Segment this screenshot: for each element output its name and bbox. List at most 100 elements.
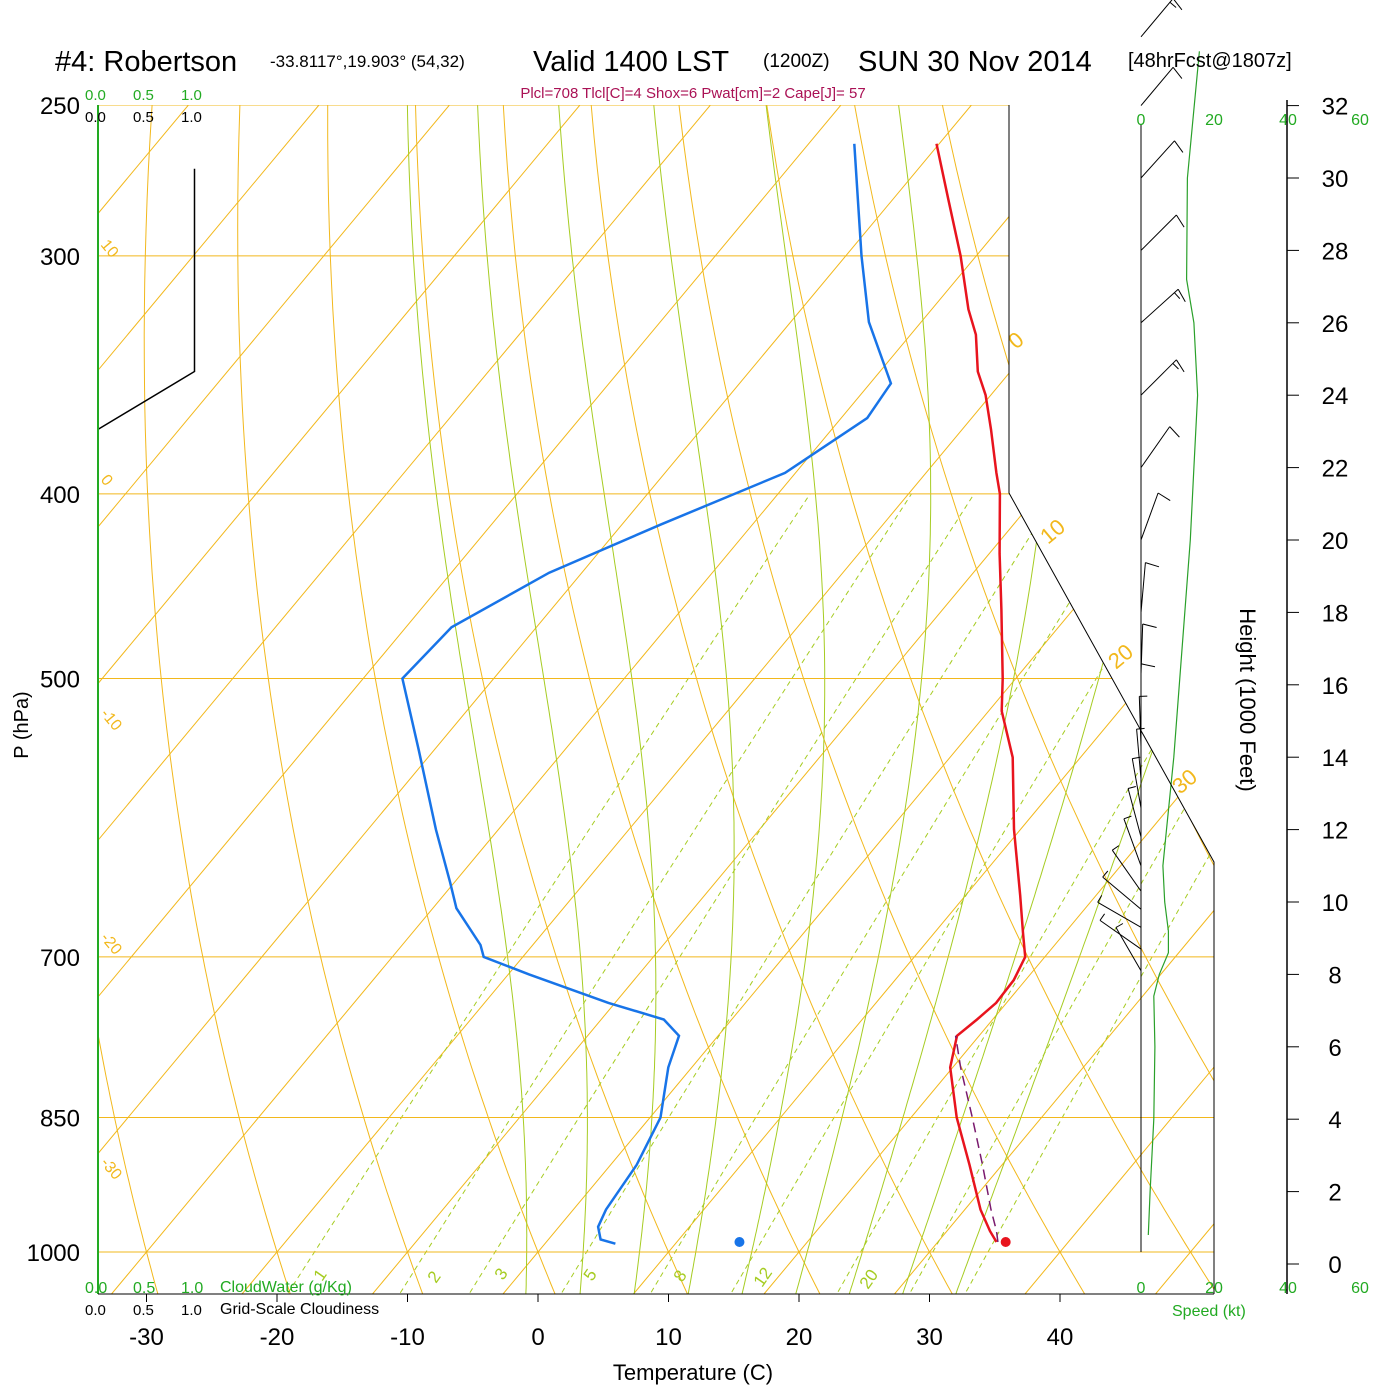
wind-barb xyxy=(1099,919,1142,950)
temperature-tick-label: -30 xyxy=(129,1324,164,1351)
valid-time: Valid 1400 LST xyxy=(533,46,729,78)
dry-adiabat-line xyxy=(1195,105,1214,1294)
wind-barb-half-flag xyxy=(1172,363,1179,370)
cloudiness-scale-bottom-2: 1.0 xyxy=(181,1302,202,1319)
moist-adiabat-line xyxy=(477,105,588,1294)
height-tick-label: 14 xyxy=(1322,745,1349,772)
right-border xyxy=(1008,105,1215,1294)
height-tick-label: 20 xyxy=(1322,528,1349,555)
y-axis-label: P (hPa) xyxy=(11,691,33,758)
wind-barb xyxy=(1140,66,1174,106)
mixing-ratio-line xyxy=(263,493,811,1294)
isotherm-line xyxy=(98,105,842,1294)
cloud-scale-top-1: 0.5 xyxy=(133,87,154,104)
pressure-tick-label: 850 xyxy=(40,1106,80,1133)
pressure-tick-label: 300 xyxy=(40,244,80,271)
temperature-tick-label: 40 xyxy=(1047,1324,1074,1351)
mixing-ratio-line xyxy=(708,493,1209,1294)
temperature-tick-label: 0 xyxy=(531,1324,544,1351)
cloudiness-label: Grid-Scale Cloudiness xyxy=(220,1301,379,1318)
dry-adiabat-line xyxy=(414,105,706,1294)
moist-adiabat-line xyxy=(785,105,932,1294)
speed-axis-label: Speed (kt) xyxy=(1172,1303,1246,1320)
pressure-tick-label: 250 xyxy=(40,93,80,120)
pressure-tick-label: 700 xyxy=(40,945,80,972)
wind-barb xyxy=(1140,140,1175,179)
isotherm-label: -30 xyxy=(97,1155,125,1184)
wind-barb-half-flag xyxy=(1099,913,1106,921)
height-tick-label: 26 xyxy=(1322,311,1349,338)
isotherm-line xyxy=(763,105,1214,1294)
station-coords: -33.8117°,19.903° (54,32) xyxy=(270,52,465,71)
mixing-ratio-line xyxy=(888,493,1214,1294)
moist-adiabat-line xyxy=(558,105,657,1294)
wind-barb xyxy=(1123,818,1142,866)
dry-adiabat-line xyxy=(587,105,974,1294)
wind-barb-half-flag xyxy=(1097,895,1103,903)
height-tick-label: 10 xyxy=(1322,890,1349,917)
x-axis-label: Temperature (C) xyxy=(613,1360,773,1385)
temperature-tick-label: -20 xyxy=(260,1324,295,1351)
dry-adiabat-line xyxy=(98,105,169,1294)
isotherm-line xyxy=(98,105,450,1294)
height-tick-label: 2 xyxy=(1328,1180,1341,1207)
mixing-ratio-label: 3 xyxy=(491,1265,512,1284)
height-tick-label: 28 xyxy=(1322,238,1349,265)
wind-barb-flag xyxy=(1142,623,1157,628)
wind-barb-half-flag xyxy=(1102,870,1109,878)
isotherm-line xyxy=(98,105,711,1294)
wind-barb-flag xyxy=(1177,289,1186,303)
isotherm-line xyxy=(241,105,1214,1294)
isotherm-line xyxy=(502,105,1214,1294)
wind-panel xyxy=(1097,0,1200,1252)
wind-barb-half-flag xyxy=(1174,292,1181,299)
isotherm-line xyxy=(98,105,972,1294)
cloud-scale-bottom-2: 1.0 xyxy=(181,1280,203,1297)
cloudiness-scale-bottom-0: 0.0 xyxy=(85,1302,106,1319)
wind-barb-half-flag xyxy=(1115,923,1124,928)
height-tick-label: 0 xyxy=(1328,1252,1341,1279)
wind-barb-flag xyxy=(1175,359,1185,373)
forecast-info: [48hrFcst@1807z] xyxy=(1128,50,1292,72)
wind-barb-flag xyxy=(1169,426,1180,438)
cloud-scale-top-0: 0.0 xyxy=(85,87,106,104)
mixing-ratio-line xyxy=(944,493,1214,1294)
wind-barb xyxy=(1136,729,1142,779)
mixing-ratio-label: 5 xyxy=(580,1266,601,1285)
temperature-tick-label: 10 xyxy=(655,1324,682,1351)
speed-tick-bottom-0: 0 xyxy=(1137,1280,1146,1297)
isotherm-label: 10 xyxy=(97,237,122,262)
isotherm-label: 0 xyxy=(1003,327,1028,354)
wind-barb xyxy=(1140,288,1179,324)
surface-dewpoint-point xyxy=(734,1237,745,1248)
cloudiness-scale-top-0: 0.0 xyxy=(85,109,106,126)
sounding-indices: Plcl=708 Tlcl[C]=4 Shox=6 Pwat[cm]=2 Cap… xyxy=(520,85,865,102)
height-tick-label: 30 xyxy=(1322,166,1349,193)
wind-barb-flag xyxy=(1157,492,1171,502)
pressure-tick-label: 500 xyxy=(40,667,80,694)
temperature-profile xyxy=(935,143,1027,1243)
wind-barb-flag xyxy=(1145,562,1160,568)
cloudiness-scale-top-1: 0.5 xyxy=(133,109,154,126)
mixing-ratio-line xyxy=(445,493,975,1294)
height-tick-label: 22 xyxy=(1322,456,1349,483)
height-tick-label: 32 xyxy=(1322,94,1349,121)
height-tick-label: 12 xyxy=(1322,818,1349,845)
mixing-ratio-line xyxy=(538,493,1058,1294)
dry-adiabat-line xyxy=(501,105,840,1294)
dry-adiabat-line xyxy=(327,105,572,1294)
isotherm-line xyxy=(894,105,1214,1294)
dry-adiabat-line xyxy=(237,105,438,1294)
wind-barb xyxy=(1140,562,1146,613)
wind-barb xyxy=(1140,426,1171,468)
wind-barb-flag xyxy=(1175,214,1185,228)
cloudiness-scale-top-2: 1.0 xyxy=(181,109,202,126)
wind-barb-half-flag xyxy=(1127,786,1136,789)
wind-barb xyxy=(1138,696,1142,747)
height-tick-label: 6 xyxy=(1328,1035,1341,1062)
background-grid xyxy=(98,105,1214,1294)
speed-tick-top-3: 60 xyxy=(1351,112,1369,129)
speed-tick-bottom-2: 40 xyxy=(1279,1280,1297,1297)
